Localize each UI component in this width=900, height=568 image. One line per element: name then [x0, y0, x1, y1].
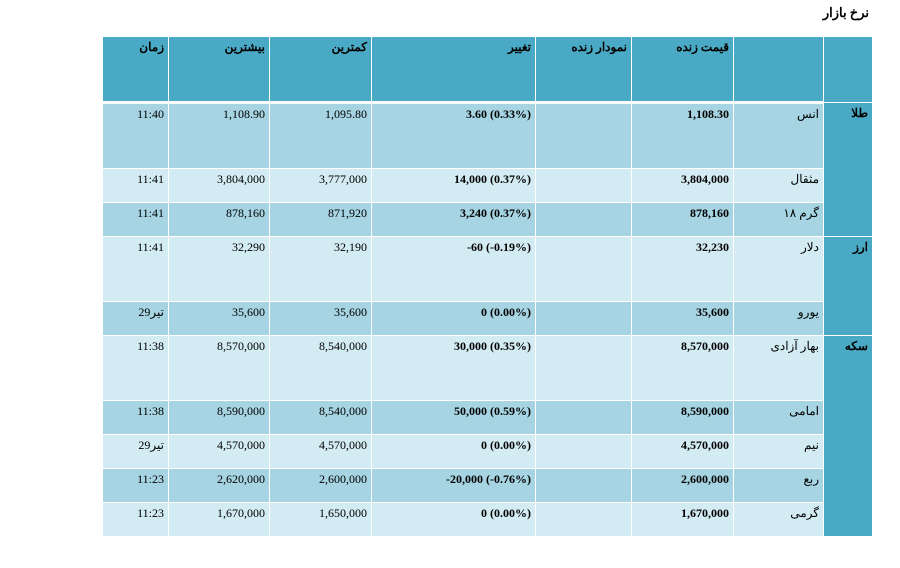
live-chart-cell: [535, 400, 632, 435]
change-cell: 30,000 (0.35%): [371, 335, 536, 401]
header-group: [823, 36, 873, 103]
table-row: 11:41 878,160 871,920 3,240 (0.37%) 878,…: [102, 202, 873, 237]
time-cell: 11:41: [102, 168, 169, 203]
low-cell: 8,540,000: [269, 335, 372, 401]
header-time: زمان: [102, 36, 169, 104]
header-chart: نمودار زنده: [535, 36, 632, 104]
page-title: نرخ بازار: [822, 5, 869, 20]
high-cell: 1,670,000: [168, 502, 270, 537]
change-cell: 3.60 (0.33%): [371, 102, 536, 169]
live-chart-cell: [535, 168, 632, 203]
low-cell: 871,920: [269, 202, 372, 237]
time-cell: 11:38: [102, 400, 169, 435]
change-cell: 0 (0.00%): [371, 434, 536, 469]
low-cell: 32,190: [269, 236, 372, 302]
change-cell: 0 (0.00%): [371, 301, 536, 336]
item-name-cell: گرم ۱۸: [733, 202, 824, 237]
high-cell: 878,160: [168, 202, 270, 237]
table-row: 11:40 1,108.90 1,095.80 3.60 (0.33%) 1,1…: [102, 102, 873, 237]
price-cell: 1,108.30: [631, 102, 734, 169]
table-row: 11:41 3,804,000 3,777,000 14,000 (0.37%)…: [102, 168, 873, 203]
item-name-cell: انس: [733, 102, 824, 169]
high-cell: 4,570,000: [168, 434, 270, 469]
live-chart-cell: [535, 236, 632, 302]
table-row: 11:23 2,620,000 2,600,000 -20,000 (-0.76…: [102, 468, 873, 503]
header-price: قیمت زنده: [631, 36, 734, 104]
high-cell: 8,570,000: [168, 335, 270, 401]
table-row: 29تیر 4,570,000 4,570,000 0 (0.00%) 4,57…: [102, 434, 873, 469]
high-cell: 3,804,000: [168, 168, 270, 203]
live-chart-cell: [535, 202, 632, 237]
change-cell: 14,000 (0.37%): [371, 168, 536, 203]
high-cell: 8,590,000: [168, 400, 270, 435]
low-cell: 2,600,000: [269, 468, 372, 503]
item-name-cell: مثقال: [733, 168, 824, 203]
time-cell: 11:23: [102, 468, 169, 503]
low-cell: 8,540,000: [269, 400, 372, 435]
table-row: 29تیر 35,600 35,600 0 (0.00%) 35,600 یور…: [102, 301, 873, 336]
price-cell: 4,570,000: [631, 434, 734, 469]
live-chart-cell: [535, 102, 632, 169]
item-name-cell: ربع: [733, 468, 824, 503]
high-cell: 32,290: [168, 236, 270, 302]
item-name-cell: بهار آزادی: [733, 335, 824, 401]
change-cell: 0 (0.00%): [371, 502, 536, 537]
time-cell: 11:40: [102, 102, 169, 169]
live-chart-cell: [535, 468, 632, 503]
item-name-cell: یورو: [733, 301, 824, 336]
group-label: سکه: [823, 335, 873, 537]
low-cell: 1,650,000: [269, 502, 372, 537]
time-cell: 11:38: [102, 335, 169, 401]
table-row: 11:38 8,570,000 8,540,000 30,000 (0.35%)…: [102, 335, 873, 537]
time-cell: 11:23: [102, 502, 169, 537]
item-name-cell: گرمی: [733, 502, 824, 537]
time-cell: 11:41: [102, 236, 169, 302]
change-cell: -20,000 (-0.76%): [371, 468, 536, 503]
header-change: تغییر: [371, 36, 536, 104]
live-chart-cell: [535, 434, 632, 469]
price-cell: 32,230: [631, 236, 734, 302]
high-cell: 2,620,000: [168, 468, 270, 503]
item-name-cell: امامی: [733, 400, 824, 435]
high-cell: 35,600: [168, 301, 270, 336]
header-name: [733, 36, 824, 104]
price-cell: 35,600: [631, 301, 734, 336]
low-cell: 4,570,000: [269, 434, 372, 469]
live-chart-cell: [535, 335, 632, 401]
time-cell: 29تیر: [102, 301, 169, 336]
price-cell: 8,590,000: [631, 400, 734, 435]
item-name-cell: نیم: [733, 434, 824, 469]
price-cell: 3,804,000: [631, 168, 734, 203]
table-row: 11:23 1,670,000 1,650,000 0 (0.00%) 1,67…: [102, 502, 873, 537]
table-row: 11:38 8,590,000 8,540,000 50,000 (0.59%)…: [102, 400, 873, 435]
change-cell: 3,240 (0.37%): [371, 202, 536, 237]
header-row: زمان بیشترین کمترین تغییر نمودار زنده قی…: [102, 36, 873, 104]
header-low: کمترین: [269, 36, 372, 104]
low-cell: 1,095.80: [269, 102, 372, 169]
price-cell: 1,670,000: [631, 502, 734, 537]
price-cell: 878,160: [631, 202, 734, 237]
price-cell: 2,600,000: [631, 468, 734, 503]
low-cell: 35,600: [269, 301, 372, 336]
table-row: 11:41 32,290 32,190 -60 (-0.19%) 32,230 …: [102, 236, 873, 336]
header-high: بیشترین: [168, 36, 270, 104]
item-name-cell: دلار: [733, 236, 824, 302]
time-cell: 11:41: [102, 202, 169, 237]
change-cell: -60 (-0.19%): [371, 236, 536, 302]
live-chart-cell: [535, 502, 632, 537]
time-cell: 29تیر: [102, 434, 169, 469]
live-chart-cell: [535, 301, 632, 336]
group-label: ارز: [823, 236, 873, 336]
market-rates-table: زمان بیشترین کمترین تغییر نمودار زنده قی…: [102, 36, 873, 537]
group-label: طلا: [823, 102, 873, 237]
high-cell: 1,108.90: [168, 102, 270, 169]
low-cell: 3,777,000: [269, 168, 372, 203]
change-cell: 50,000 (0.59%): [371, 400, 536, 435]
price-cell: 8,570,000: [631, 335, 734, 401]
